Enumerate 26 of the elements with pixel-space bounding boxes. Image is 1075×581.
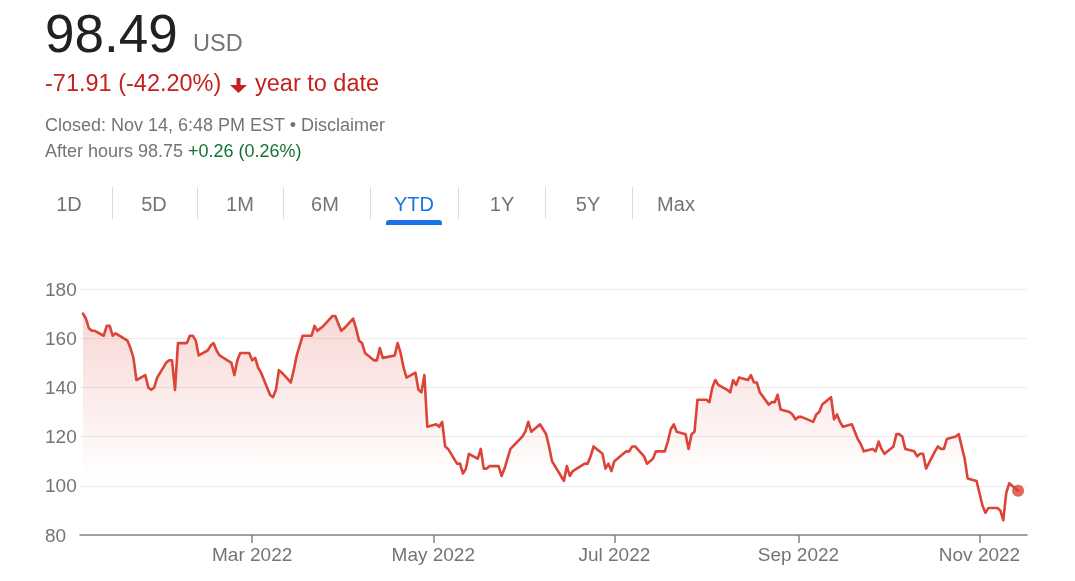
- text: +0.26 (0.26%): [188, 140, 302, 161]
- text: year to date: [255, 70, 380, 97]
- text: 6M: [311, 193, 339, 216]
- text: After hours 98.75: [45, 140, 184, 161]
- y-tick-label: 160: [45, 327, 77, 349]
- text: 98.49: [45, 4, 178, 64]
- x-tick-label: Sep 2022: [757, 544, 840, 565]
- y-tick-label: 120: [45, 426, 77, 448]
- x-tick-label: Jul 2022: [578, 544, 651, 565]
- text: 5Y: [575, 193, 601, 216]
- text: 1M: [226, 193, 254, 216]
- text: 1D: [56, 193, 82, 216]
- text: YTD: [394, 193, 434, 216]
- text: USD: [193, 30, 243, 57]
- text: Closed: Nov 14, 6:48 PM EST • Disclaimer: [45, 114, 386, 135]
- x-tick-label: Mar 2022: [212, 544, 293, 565]
- x-tick-label: Nov 2022: [938, 544, 1021, 565]
- text: 1Y: [489, 193, 515, 216]
- y-tick-label: 180: [45, 278, 77, 300]
- y-tick-label: 100: [45, 475, 77, 497]
- text: 5D: [141, 193, 167, 216]
- text: -71.91 (-42.20%): [45, 70, 222, 97]
- y-tick-label: 80: [45, 524, 67, 546]
- x-tick-label: May 2022: [391, 544, 475, 565]
- text: Max: [657, 193, 695, 216]
- y-tick-label: 140: [45, 376, 77, 398]
